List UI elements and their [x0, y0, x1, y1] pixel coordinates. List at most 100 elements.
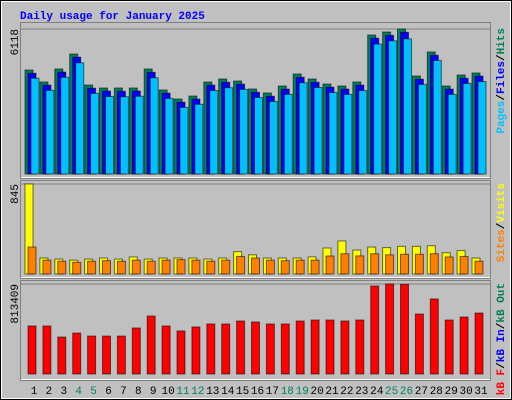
bar [236, 255, 246, 275]
bar [191, 259, 201, 275]
legend: kB F/kB In/kB Out [496, 283, 508, 395]
bar [343, 93, 353, 175]
x-tick-label: 12 [191, 386, 204, 398]
bar [432, 59, 442, 175]
x-tick-label: 6 [105, 386, 112, 398]
bar [27, 246, 37, 275]
bar [42, 325, 52, 375]
legend-entry: Hits [496, 28, 508, 54]
bar [400, 253, 409, 275]
legend: Pages/Files/Hits [496, 28, 508, 134]
chart-title: Daily usage for January 2025 [20, 11, 205, 23]
bar [268, 100, 278, 175]
bar [176, 259, 186, 275]
x-tick-label: 29 [445, 386, 458, 398]
bar [385, 283, 395, 375]
x-tick-label: 23 [355, 386, 368, 398]
bar [265, 259, 275, 275]
bar [72, 332, 82, 375]
x-tick-label: 10 [161, 386, 174, 398]
x-tick-label: 11 [176, 386, 190, 398]
bar [340, 320, 350, 375]
x-tick-label: 14 [221, 386, 235, 398]
bar [295, 320, 305, 375]
bar [194, 103, 204, 175]
bar [102, 260, 111, 275]
legend: Sites/Visits [496, 183, 508, 262]
bar [87, 335, 97, 375]
bar [251, 321, 260, 375]
x-tick-label: 1 [31, 386, 38, 398]
bar [328, 91, 338, 175]
bar [164, 97, 174, 175]
x-tick-label: 2 [46, 386, 53, 398]
x-tick-label: 3 [60, 386, 67, 398]
bar [209, 90, 219, 175]
bar [251, 257, 260, 275]
bar [134, 95, 144, 175]
bar [298, 82, 308, 175]
legend-separator: / [496, 322, 508, 329]
bar [295, 259, 305, 275]
legend-entry: Pages [496, 101, 508, 134]
bar [161, 325, 171, 375]
bar [417, 83, 427, 175]
bar [280, 323, 290, 375]
bar [116, 260, 126, 275]
bar [119, 96, 129, 175]
bar [355, 319, 365, 375]
x-tick-label: 19 [296, 386, 309, 398]
bar [116, 335, 126, 375]
legend-entry: kB Out [496, 283, 508, 323]
bar [239, 88, 249, 175]
bar [72, 261, 82, 275]
bar [325, 255, 335, 275]
bar [206, 260, 216, 275]
bar [477, 81, 487, 175]
x-tick-label: 16 [251, 386, 264, 398]
bar [385, 254, 395, 275]
bar [146, 315, 156, 375]
x-tick-label: 13 [206, 386, 219, 398]
bar [149, 77, 159, 175]
bar [414, 313, 424, 375]
x-tick-label: 28 [430, 386, 443, 398]
bar [313, 86, 323, 175]
bar [105, 95, 114, 175]
x-tick-label: 17 [266, 386, 279, 398]
bar [161, 259, 171, 275]
x-tick-label: 15 [236, 386, 249, 398]
bar [87, 260, 97, 275]
bar [206, 323, 216, 375]
bar [57, 260, 67, 275]
x-tick-label: 4 [75, 386, 82, 398]
bar [191, 326, 201, 375]
bar [388, 40, 398, 175]
x-tick-label: 25 [385, 386, 398, 398]
x-tick-label: 18 [281, 386, 294, 398]
bar [90, 92, 100, 175]
bar [45, 89, 55, 175]
y-tick-label: 845 [10, 184, 22, 204]
bar [131, 327, 141, 375]
bar [340, 253, 350, 275]
legend-separator: / [496, 54, 508, 61]
legend-entry: Sites [496, 229, 508, 262]
x-tick-label: 9 [150, 386, 157, 398]
bar [403, 38, 412, 175]
legend-entry: Files [496, 61, 508, 94]
bar [280, 260, 290, 275]
bar [429, 298, 439, 375]
bar [462, 82, 472, 175]
x-tick-label: 26 [400, 386, 413, 398]
bar [30, 77, 40, 175]
bar [131, 259, 141, 275]
bar [176, 330, 186, 375]
bar [414, 253, 424, 275]
bar [42, 259, 52, 275]
bar [102, 335, 111, 375]
bar [447, 93, 457, 175]
bar [459, 255, 469, 275]
bar [283, 93, 293, 175]
